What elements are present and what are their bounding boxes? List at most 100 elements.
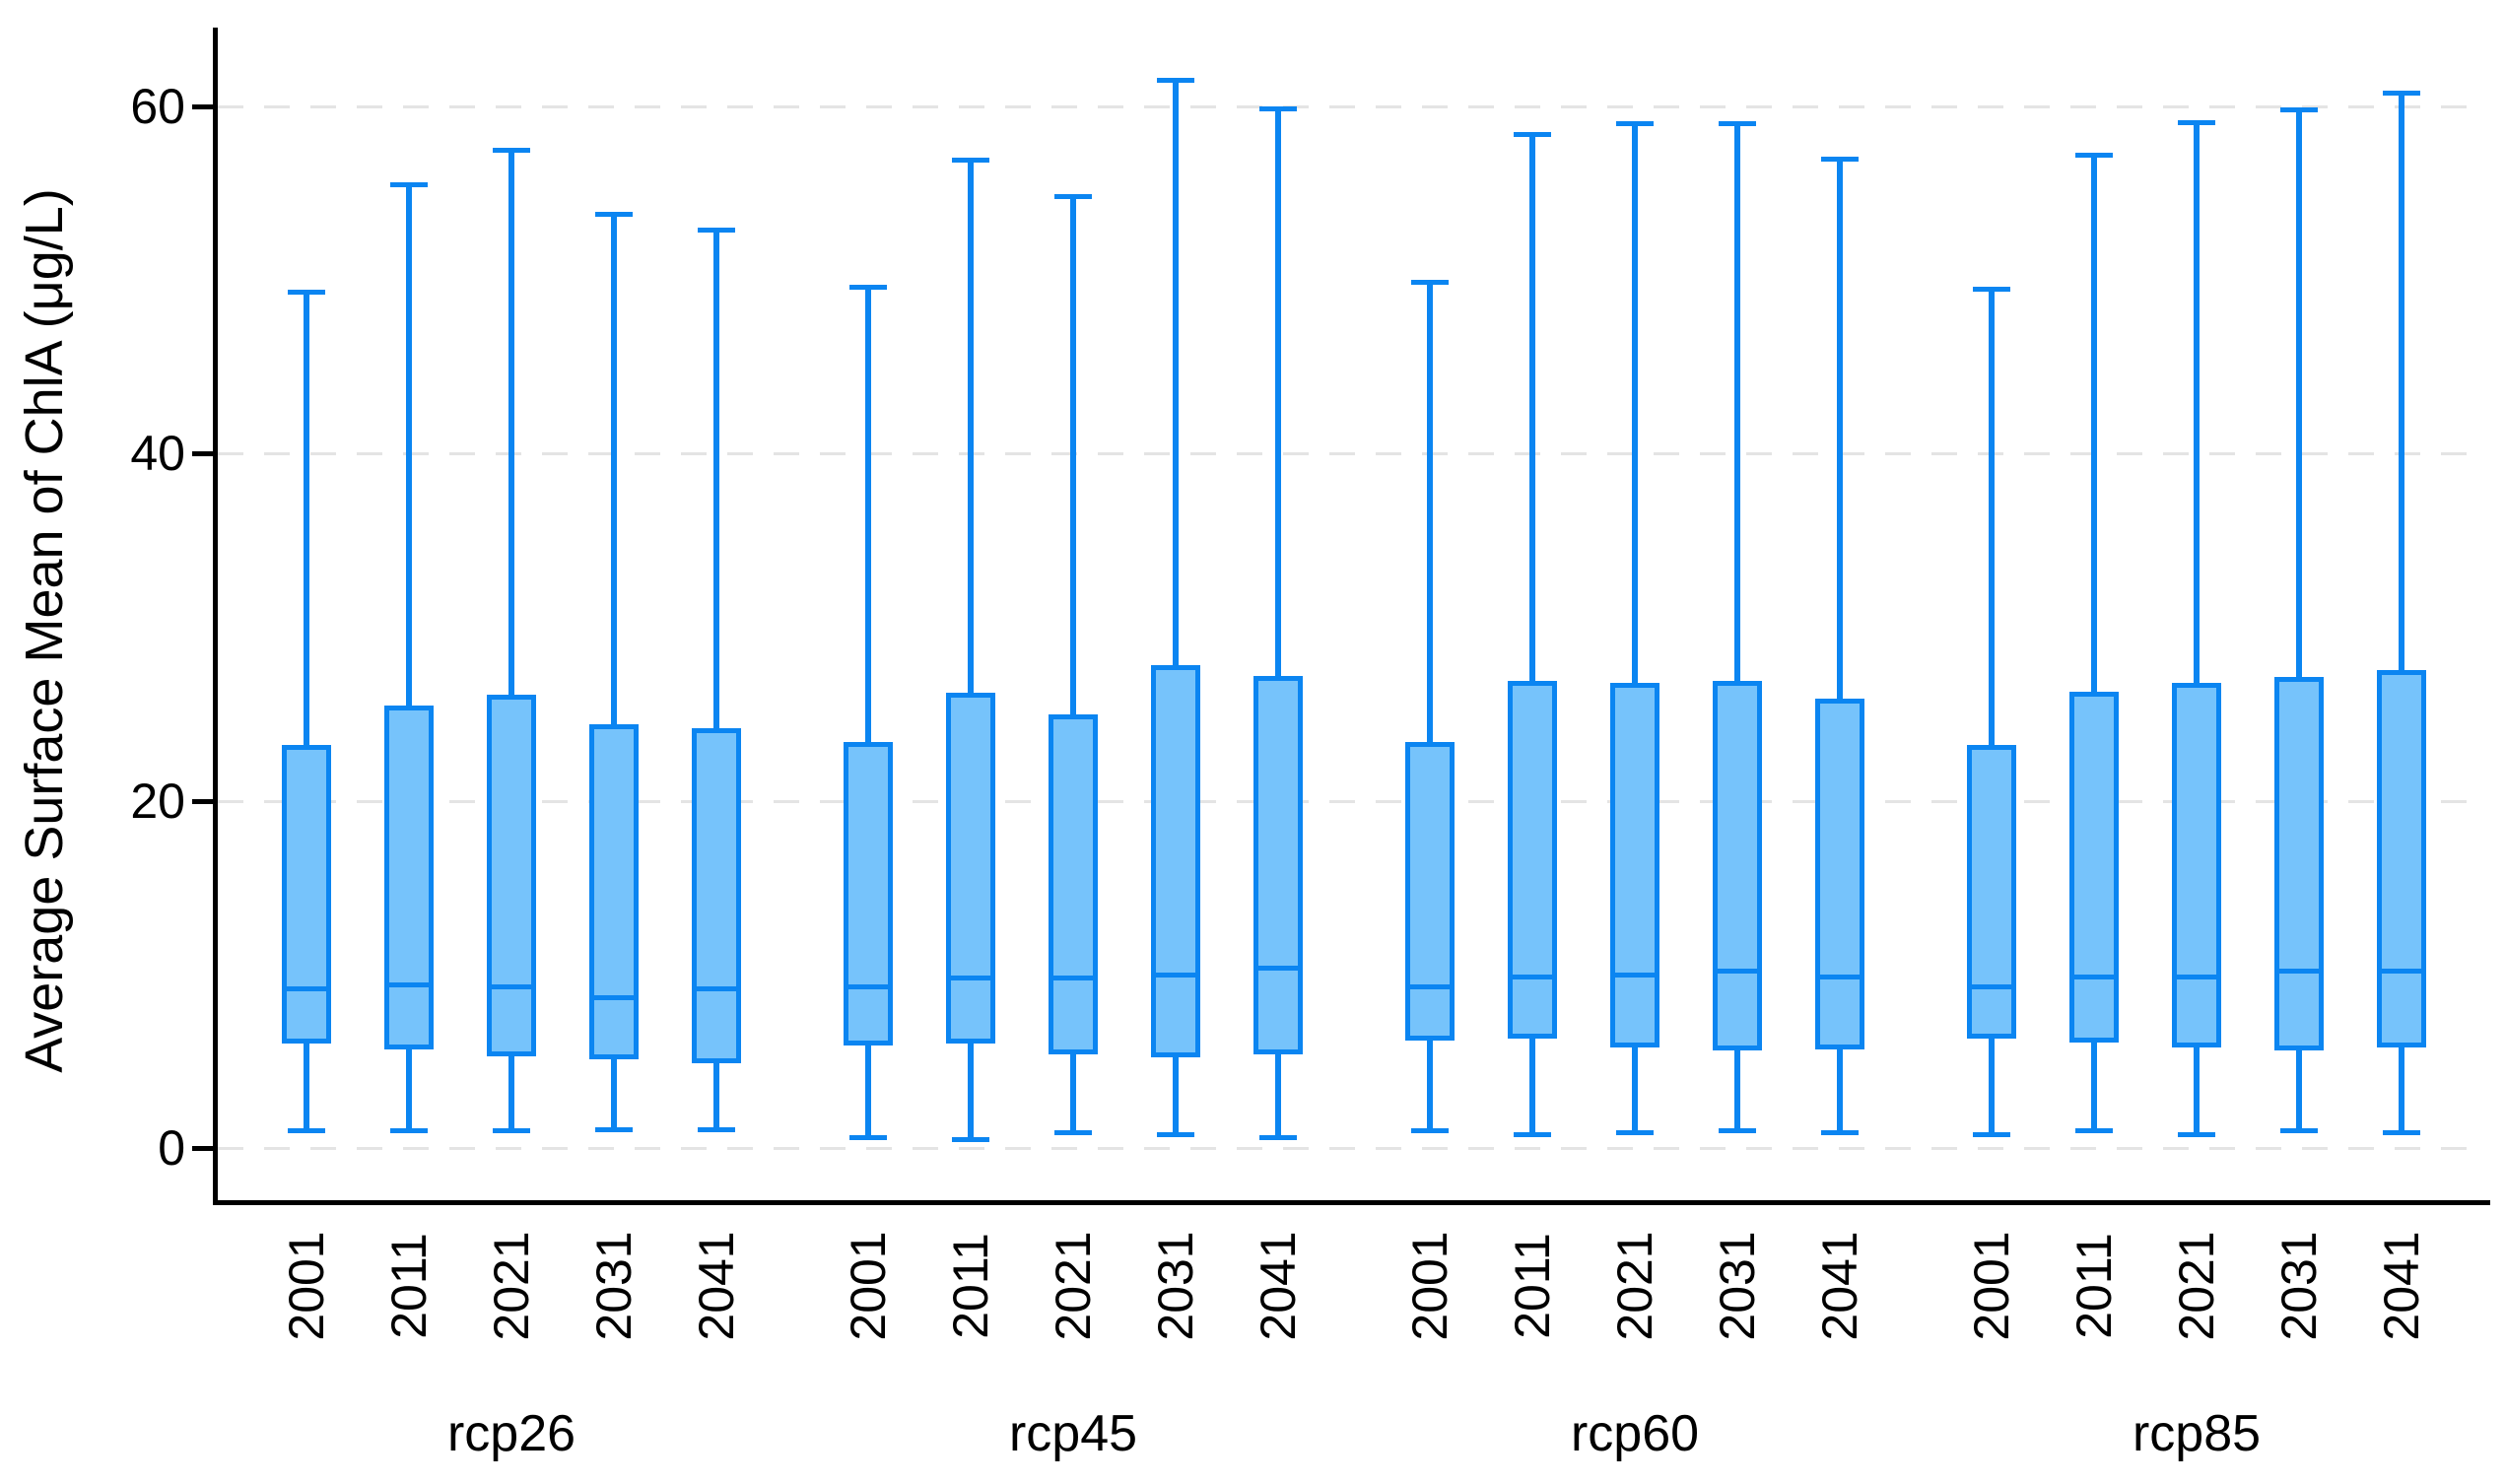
whisker-cap-max	[698, 227, 735, 233]
whisker-cap-min	[288, 1128, 325, 1134]
x-tick-label-year: 2041	[1812, 1231, 1867, 1341]
box-iqr	[1508, 681, 1557, 1039]
whisker-stem	[1427, 281, 1433, 1131]
whisker-cap-max	[952, 158, 989, 164]
box-iqr	[692, 727, 741, 1063]
box-iqr	[2274, 677, 2324, 1051]
y-gridline	[218, 799, 2483, 803]
whisker-stem	[1275, 107, 1281, 1138]
x-tick-label-year: 2031	[586, 1231, 642, 1341]
x-tick-label-year: 2021	[1607, 1231, 1662, 1341]
x-tick-label-year: 2021	[484, 1231, 539, 1341]
whisker-cap-max	[595, 212, 633, 218]
x-tick-label-year: 2031	[1710, 1231, 1765, 1341]
whisker-cap-max	[1616, 121, 1654, 127]
y-axis-tick	[192, 1146, 213, 1151]
box-median-line	[2069, 974, 2119, 979]
whisker-cap-max	[1719, 121, 1756, 127]
box-median-line	[1405, 984, 1455, 990]
whisker-cap-min	[390, 1128, 428, 1134]
whisker-stem	[1070, 196, 1076, 1133]
box-median-line	[1967, 984, 2016, 990]
whisker-cap-min	[1973, 1131, 2010, 1137]
x-tick-label-year: 2031	[2271, 1231, 2327, 1341]
box-median-line	[1253, 965, 1303, 971]
whisker-stem	[1173, 80, 1179, 1134]
box-median-line	[487, 984, 536, 990]
y-gridline	[218, 452, 2483, 456]
whisker-cap-max	[1157, 78, 1194, 84]
box-median-line	[844, 984, 893, 990]
box-median-line	[282, 985, 331, 991]
x-tick-label-year: 2021	[1046, 1231, 1101, 1341]
box-median-line	[589, 994, 639, 1000]
x-tick-label-year: 2021	[2169, 1231, 2224, 1341]
whisker-cap-min	[2383, 1130, 2420, 1136]
x-tick-label-year: 2001	[841, 1231, 896, 1341]
whisker-cap-min	[2178, 1131, 2215, 1137]
box-median-line	[1151, 972, 1200, 978]
whisker-cap-max	[1973, 286, 2010, 292]
whisker-cap-min	[1719, 1128, 1756, 1134]
x-tick-label-year: 2041	[2374, 1231, 2429, 1341]
box-median-line	[1713, 969, 1762, 975]
y-gridline	[218, 104, 2483, 108]
y-axis-tick	[192, 451, 213, 457]
whisker-cap-max	[849, 285, 887, 291]
whisker-cap-min	[1157, 1131, 1194, 1137]
box-iqr	[2069, 691, 2119, 1043]
whisker-cap-min	[493, 1128, 530, 1134]
x-group-label: rcp60	[1570, 1405, 1700, 1462]
x-tick-label-year: 2011	[943, 1233, 998, 1339]
box-iqr	[1049, 713, 1098, 1054]
box-median-line	[1815, 974, 1864, 979]
y-axis-tick	[192, 103, 213, 109]
whisker-stem	[713, 229, 719, 1129]
y-tick-label: 20	[130, 773, 185, 829]
box-iqr	[1713, 681, 1762, 1051]
whisker-cap-max	[1054, 194, 1092, 200]
box-iqr	[589, 724, 639, 1060]
whisker-stem	[2091, 155, 2097, 1131]
whisker-cap-min	[1616, 1130, 1654, 1136]
box-iqr	[487, 695, 536, 1056]
box-median-line	[2377, 969, 2426, 975]
x-tick-label-year: 2011	[381, 1233, 437, 1339]
whisker-cap-min	[2075, 1128, 2113, 1134]
whisker-stem	[1837, 158, 1843, 1133]
y-gridline	[218, 1147, 2483, 1150]
whisker-cap-min	[952, 1137, 989, 1143]
y-tick-label: 60	[130, 78, 185, 134]
whisker-stem	[1632, 123, 1638, 1133]
whisker-cap-max	[1259, 105, 1297, 111]
whisker-cap-max	[1821, 156, 1859, 162]
whisker-stem	[1529, 133, 1535, 1134]
y-tick-label: 0	[158, 1120, 185, 1176]
box-iqr	[2377, 670, 2426, 1047]
whisker-stem	[1989, 288, 1995, 1134]
box-median-line	[1508, 974, 1557, 979]
whisker-stem	[2296, 109, 2302, 1131]
whisker-cap-min	[1514, 1131, 1551, 1137]
whisker-cap-min	[1259, 1135, 1297, 1141]
whisker-cap-min	[2280, 1128, 2318, 1134]
whisker-stem	[968, 160, 974, 1140]
x-group-label: rcp26	[446, 1405, 576, 1462]
whisker-cap-min	[1821, 1130, 1859, 1136]
whisker-stem	[304, 292, 309, 1131]
whisker-stem	[406, 184, 412, 1131]
whisker-cap-min	[849, 1135, 887, 1141]
box-median-line	[1049, 976, 1098, 981]
x-tick-label-year: 2041	[1251, 1231, 1306, 1341]
box-iqr	[1151, 665, 1200, 1058]
box-median-line	[946, 976, 995, 981]
y-tick-label: 40	[130, 426, 185, 482]
y-axis-line	[213, 28, 218, 1205]
whisker-cap-max	[1411, 279, 1449, 285]
box-iqr	[1405, 741, 1455, 1041]
whisker-cap-max	[493, 147, 530, 153]
y-axis-title: Average Surface Mean of ChlA (μg/L)	[15, 188, 74, 1073]
box-iqr	[1967, 745, 2016, 1039]
whisker-stem	[2399, 92, 2404, 1133]
